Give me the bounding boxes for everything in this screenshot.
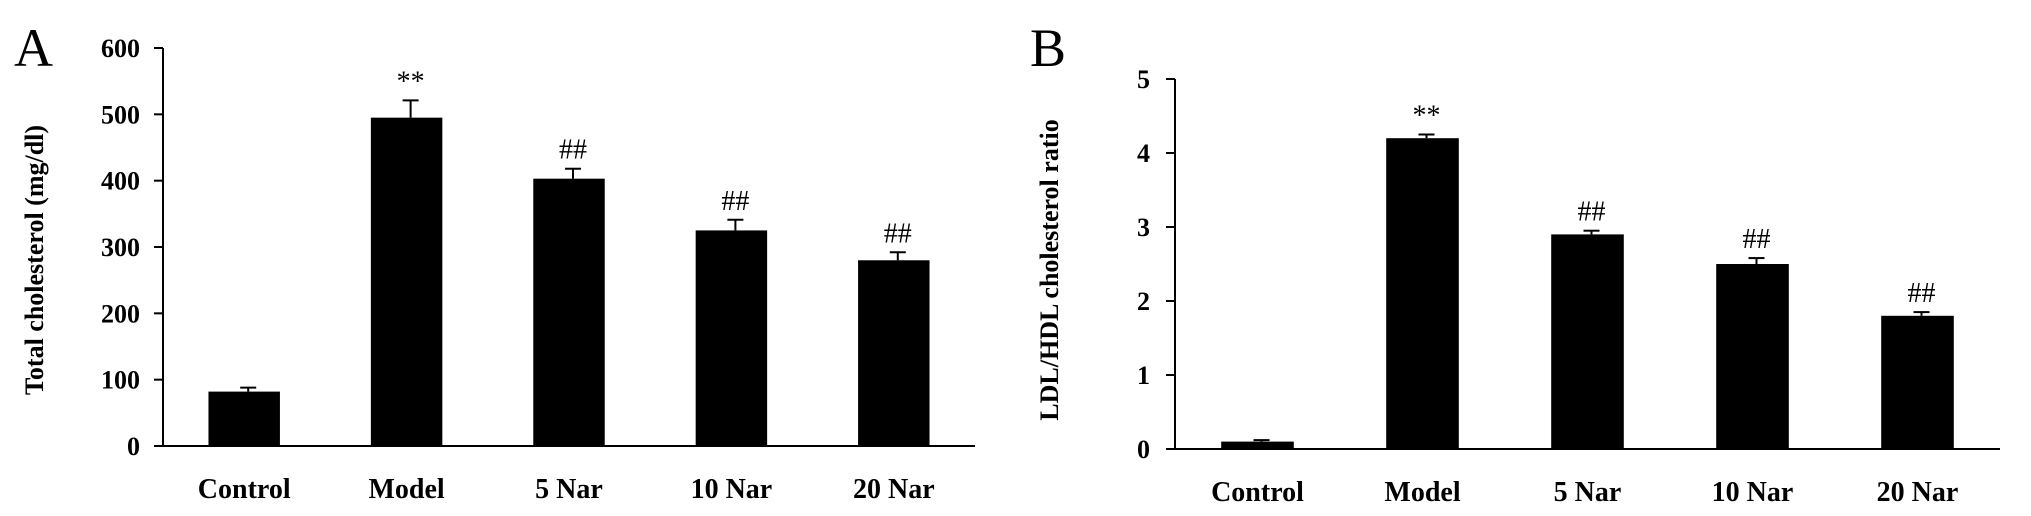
y-tick-label-b: 5	[1137, 65, 1150, 94]
panel-label-b: B	[1030, 18, 1066, 78]
y-tick-label-a: 100	[101, 366, 140, 395]
significance-label-a: ##	[559, 135, 587, 166]
significance-label-b: ##	[1908, 278, 1936, 309]
bar-a	[858, 260, 930, 446]
y-tick-label-a: 600	[101, 34, 140, 63]
significance-label-b: ##	[1578, 197, 1606, 228]
bar-a	[208, 391, 280, 446]
significance-label-b: ##	[1743, 224, 1771, 255]
y-tick-label-a: 400	[101, 167, 140, 196]
bar-b	[1881, 315, 1954, 449]
x-tick-label-b: 10 Nar	[1712, 477, 1794, 508]
bar-b	[1386, 138, 1459, 449]
bar-b	[1221, 441, 1294, 449]
panel-a: A Total cholesterol (mg/dl) 0 100 200 300 40…	[14, 18, 975, 505]
y-tick-label-a: 500	[101, 100, 140, 129]
y-tick-label-a: 0	[127, 432, 140, 461]
y-tick-label-b: 1	[1137, 361, 1150, 390]
y-tick-label-b: 3	[1137, 213, 1150, 242]
x-tick-label-a: Model	[368, 474, 444, 505]
y-tick-label-b: 2	[1137, 287, 1150, 316]
x-tick-label-b: 20 Nar	[1877, 477, 1959, 508]
panel-label-a: A	[14, 18, 53, 78]
bar-b	[1551, 234, 1624, 449]
x-tick-label-a: 5 Nar	[535, 474, 603, 505]
y-tick-label-a: 300	[101, 233, 140, 262]
y-tick-label-a: 200	[101, 299, 140, 328]
y-axis-title-a: Total cholesterol (mg/dl)	[20, 125, 49, 395]
y-tick-label-b: 4	[1137, 139, 1150, 168]
x-tick-label-b: Control	[1211, 477, 1304, 508]
bar-b	[1716, 264, 1789, 449]
x-tick-label-b: 5 Nar	[1554, 477, 1622, 508]
y-axis-title-b: LDL/HDL cholesterol ratio	[1035, 119, 1064, 420]
y-tick-label-b: 0	[1137, 435, 1150, 464]
significance-label-a: **	[397, 66, 425, 97]
x-tick-label-b: Model	[1384, 477, 1460, 508]
bar-a	[695, 230, 768, 446]
x-tick-label-a: 10 Nar	[691, 474, 773, 505]
bar-a	[533, 178, 605, 446]
significance-label-a: ##	[884, 218, 912, 249]
significance-label-b: **	[1413, 101, 1441, 132]
x-tick-label-a: 20 Nar	[853, 474, 935, 505]
x-tick-label-a: Control	[198, 474, 291, 505]
panel-b: B LDL/HDL cholesterol ratio 0 1 2 3 4 5 Contro…	[1030, 18, 2000, 508]
bar-a	[370, 117, 443, 447]
significance-label-a: ##	[721, 186, 749, 217]
